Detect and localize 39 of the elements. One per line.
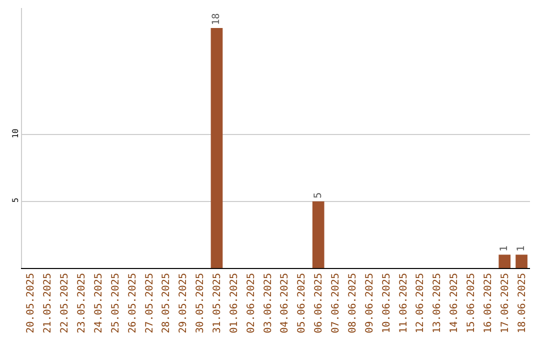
data-label: 5 — [312, 192, 324, 198]
x-tick-label: 24.05.2025 — [93, 273, 104, 334]
x-tick-label: 14.06.2025 — [449, 273, 460, 334]
x-tick-label: 10.06.2025 — [381, 273, 392, 334]
x-tick-label: 18.06.2025 — [516, 273, 528, 334]
x-tick-label: 09.06.2025 — [364, 273, 376, 334]
x-tick-label: 11.06.2025 — [398, 273, 410, 334]
x-tick-label: 27.05.2025 — [144, 273, 156, 334]
x-tick-label: 21.05.2025 — [42, 273, 54, 334]
x-tick-label: 05.06.2025 — [296, 273, 308, 334]
bar — [498, 254, 511, 268]
data-label: 1 — [516, 246, 528, 252]
x-tick-label: 29.05.2025 — [178, 273, 190, 334]
y-tick-label: 10 — [10, 128, 20, 138]
data-label: 18 — [211, 13, 222, 25]
x-tick-label: 16.06.2025 — [482, 273, 494, 334]
x-tick-label: 25.05.2025 — [110, 273, 122, 334]
bar — [516, 254, 528, 268]
x-tick-label: 01.06.2025 — [228, 273, 240, 334]
x-tick-label: 04.06.2025 — [280, 273, 291, 334]
x-tick-label: 12.06.2025 — [415, 273, 426, 334]
x-tick-label: 08.06.2025 — [347, 273, 358, 334]
x-tick-label: 20.05.2025 — [26, 273, 37, 334]
bar — [312, 201, 324, 268]
x-tick-label: 17.06.2025 — [500, 273, 511, 334]
x-tick-label: 03.06.2025 — [262, 273, 274, 334]
x-tick-label: 13.06.2025 — [432, 273, 444, 334]
x-tick-label: 06.06.2025 — [314, 273, 325, 334]
x-tick-label: 22.05.2025 — [60, 273, 71, 334]
data-label: 1 — [499, 246, 510, 252]
x-tick-label: 15.06.2025 — [466, 273, 477, 334]
x-tick-label: 30.05.2025 — [195, 273, 206, 334]
x-tick-label: 28.05.2025 — [161, 273, 172, 334]
x-tick-label: 07.06.2025 — [330, 273, 342, 334]
x-tick-label: 31.05.2025 — [212, 273, 223, 334]
x-tick-label: 26.05.2025 — [127, 273, 138, 334]
bar — [210, 28, 223, 268]
x-tick-label: 23.05.2025 — [76, 273, 88, 334]
x-tick-label: 02.06.2025 — [246, 273, 257, 334]
